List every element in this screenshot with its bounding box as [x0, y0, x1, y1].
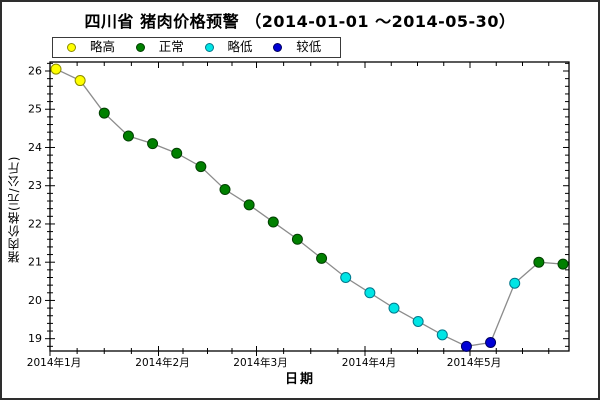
y-tick-label: 26: [28, 65, 42, 78]
data-point: [340, 271, 352, 283]
y-tick-label: 20: [28, 294, 42, 307]
legend-item: 较低: [265, 41, 334, 54]
legend-label: 正常: [158, 39, 184, 55]
data-point: [316, 252, 328, 264]
x-tick-label: 2014年1月: [27, 356, 81, 369]
legend-item: 略低: [197, 41, 266, 54]
chart-title: 四川省 猪肉价格预警 （2014-01-01 ～2014-05-30）: [84, 12, 516, 31]
y-axis-title: 猪肉价格(元/公斤): [7, 155, 21, 264]
data-point: [364, 287, 376, 299]
legend-label: 略低: [227, 39, 253, 55]
legend-item: 正常: [128, 41, 197, 54]
data-point: [485, 337, 497, 349]
x-tick-label: 2014年3月: [233, 356, 287, 369]
y-tick-label: 24: [28, 141, 42, 154]
data-point: [195, 161, 207, 173]
legend-marker-icon: [273, 43, 283, 52]
data-point: [291, 233, 303, 245]
y-tick-label: 21: [28, 256, 42, 269]
price-line: [55, 68, 564, 348]
y-tick-label: 23: [28, 179, 42, 192]
axes: 19 20 21 22 23 24 25 26 2014年1月 2014年2月 2014年3月 201…: [27, 61, 570, 369]
data-point: [122, 130, 134, 142]
legend-marker-icon: [67, 43, 76, 52]
legend-label: 略高: [90, 39, 116, 55]
y-tick-label: 19: [28, 332, 42, 345]
data-point: [460, 340, 472, 352]
series-pork-price: [50, 63, 569, 352]
legend-label: 较低: [296, 39, 322, 55]
x-tick-label: 2014年2月: [135, 356, 189, 369]
data-point: [533, 256, 545, 268]
y-tick-label: 25: [28, 103, 42, 116]
x-tick-label: 2014年4月: [342, 356, 396, 369]
data-point: [557, 258, 569, 270]
data-point: [509, 277, 521, 289]
data-point: [98, 107, 110, 119]
legend-marker-icon: [135, 43, 145, 52]
data-point: [388, 302, 400, 314]
data-point: [171, 147, 183, 159]
legend-marker-icon: [204, 43, 214, 52]
data-point: [267, 216, 279, 228]
data-point: [243, 199, 255, 211]
x-tick-label: 2014年5月: [447, 356, 501, 369]
data-point: [436, 329, 448, 341]
y-tick-label: 22: [28, 217, 42, 230]
x-axis-title: 日期: [284, 372, 315, 387]
legend-item: 略高: [59, 41, 128, 54]
data-point: [50, 63, 62, 75]
data-point: [412, 315, 424, 327]
data-point: [147, 138, 159, 150]
data-point: [219, 184, 231, 196]
legend: 略高 正常 略低 较低: [52, 37, 341, 58]
data-point: [74, 75, 86, 87]
